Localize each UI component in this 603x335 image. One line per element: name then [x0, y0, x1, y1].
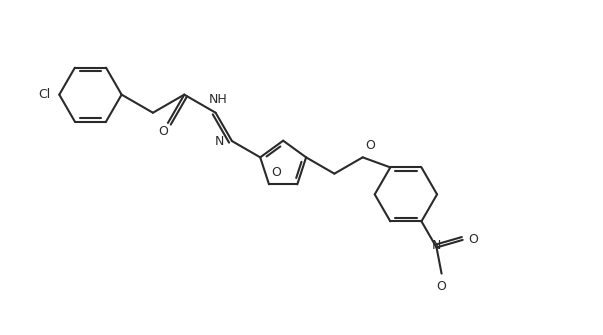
Text: O: O: [271, 166, 282, 179]
Text: O: O: [365, 139, 375, 152]
Text: N: N: [215, 135, 224, 147]
Text: Cl: Cl: [38, 88, 50, 101]
Text: O: O: [469, 233, 479, 247]
Text: NH: NH: [209, 93, 227, 106]
Text: O: O: [437, 280, 446, 293]
Text: O: O: [158, 125, 168, 138]
Text: N: N: [432, 240, 441, 253]
